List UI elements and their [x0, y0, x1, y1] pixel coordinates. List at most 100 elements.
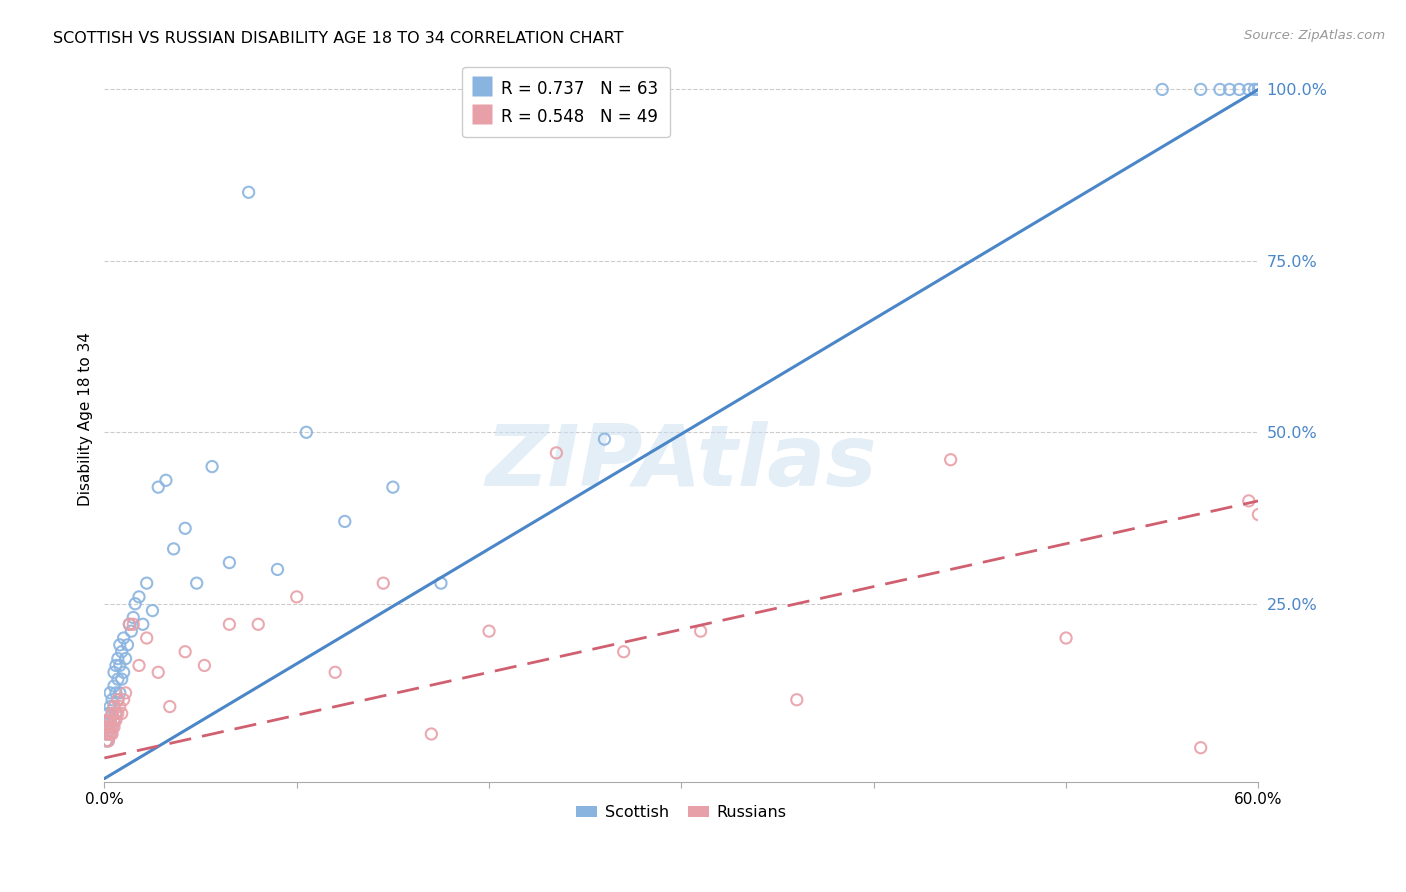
Point: [103, 720, 125, 734]
Point: [117, 638, 139, 652]
Point: [1247, 82, 1270, 96]
Point: [1054, 631, 1077, 645]
Point: [107, 651, 129, 665]
Point: [97, 734, 120, 748]
Point: [101, 706, 124, 721]
Point: [1189, 740, 1212, 755]
Point: [333, 515, 356, 529]
Point: [98, 727, 121, 741]
Point: [96, 727, 118, 741]
Point: [148, 665, 170, 680]
Point: [103, 699, 125, 714]
Point: [97, 734, 120, 748]
Point: [108, 699, 131, 714]
Point: [478, 624, 501, 639]
Point: [128, 658, 150, 673]
Point: [96, 720, 118, 734]
Point: [104, 714, 127, 728]
Point: [186, 576, 208, 591]
Point: [96, 734, 118, 748]
Point: [1218, 82, 1240, 96]
Point: [107, 692, 129, 706]
Point: [546, 446, 568, 460]
Point: [101, 720, 124, 734]
Point: [108, 658, 131, 673]
Point: [174, 645, 197, 659]
Point: [101, 706, 124, 721]
Point: [104, 706, 127, 721]
Point: [124, 597, 146, 611]
Point: [118, 617, 141, 632]
Point: [98, 727, 121, 741]
Legend: Scottish, Russians: Scottish, Russians: [569, 798, 793, 826]
Point: [238, 186, 260, 200]
Point: [420, 727, 443, 741]
Point: [939, 452, 962, 467]
Point: [786, 692, 808, 706]
Point: [162, 541, 184, 556]
Point: [98, 714, 121, 728]
Point: [96, 727, 118, 741]
Point: [96, 734, 118, 748]
Point: [101, 727, 124, 741]
Point: [98, 699, 121, 714]
Text: ZIPAtlas: ZIPAtlas: [485, 421, 877, 504]
Point: [120, 624, 142, 639]
Point: [155, 473, 177, 487]
Point: [159, 699, 181, 714]
Point: [1189, 82, 1212, 96]
Point: [107, 706, 129, 721]
Point: [122, 610, 145, 624]
Point: [323, 665, 346, 680]
Text: SCOTTISH VS RUSSIAN DISABILITY AGE 18 TO 34 CORRELATION CHART: SCOTTISH VS RUSSIAN DISABILITY AGE 18 TO…: [53, 31, 624, 46]
Point: [103, 699, 125, 714]
Point: [104, 686, 127, 700]
Point: [114, 651, 136, 665]
Point: [193, 658, 215, 673]
Point: [98, 720, 121, 734]
Point: [1152, 82, 1174, 96]
Point: [103, 665, 125, 680]
Point: [201, 459, 224, 474]
Point: [1227, 82, 1250, 96]
Point: [148, 480, 170, 494]
Point: [96, 714, 118, 728]
Point: [107, 672, 129, 686]
Point: [1209, 82, 1232, 96]
Point: [135, 631, 157, 645]
Point: [98, 686, 121, 700]
Point: [373, 576, 395, 591]
Point: [96, 720, 118, 734]
Point: [103, 714, 125, 728]
Point: [1237, 82, 1260, 96]
Point: [135, 576, 157, 591]
Point: [97, 720, 120, 734]
Point: [381, 480, 404, 494]
Point: [101, 720, 124, 734]
Point: [97, 714, 120, 728]
Point: [111, 706, 134, 721]
Point: [174, 521, 197, 535]
Point: [104, 706, 127, 721]
Point: [266, 562, 288, 576]
Y-axis label: Disability Age 18 to 34: Disability Age 18 to 34: [79, 332, 93, 506]
Text: Source: ZipAtlas.com: Source: ZipAtlas.com: [1244, 29, 1385, 42]
Point: [104, 658, 127, 673]
Point: [128, 590, 150, 604]
Point: [108, 686, 131, 700]
Point: [97, 706, 120, 721]
Point: [295, 425, 318, 440]
Point: [430, 576, 453, 591]
Point: [1243, 82, 1265, 96]
Point: [108, 638, 131, 652]
Point: [1247, 508, 1270, 522]
Point: [97, 720, 120, 734]
Point: [1237, 494, 1260, 508]
Point: [613, 645, 636, 659]
Point: [103, 679, 125, 693]
Point: [285, 590, 308, 604]
Point: [218, 617, 240, 632]
Point: [97, 727, 120, 741]
Point: [122, 617, 145, 632]
Point: [107, 692, 129, 706]
